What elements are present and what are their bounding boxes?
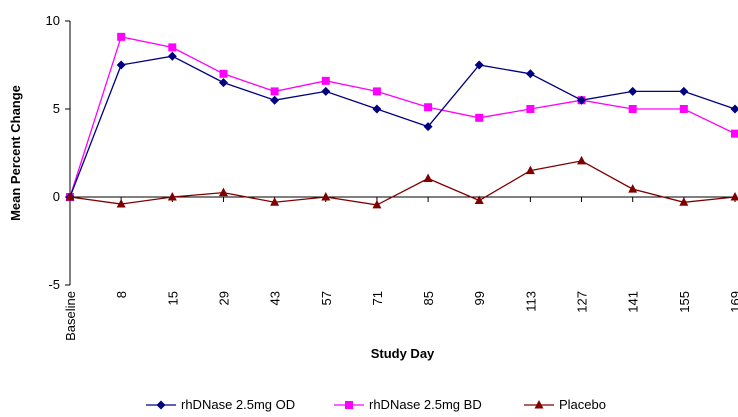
data-point xyxy=(525,69,535,79)
data-point xyxy=(424,103,433,112)
data-point xyxy=(475,113,484,122)
data-point xyxy=(116,60,126,70)
data-point xyxy=(577,95,587,105)
data-point xyxy=(525,165,535,175)
y-tick-label: -5 xyxy=(48,277,60,292)
x-tick-label: 85 xyxy=(421,291,436,305)
data-point xyxy=(65,192,75,201)
legend-label: Placebo xyxy=(559,397,606,412)
data-point xyxy=(679,105,688,113)
legend-label: rhDNase 2.5mg OD xyxy=(181,397,295,412)
data-point xyxy=(116,199,126,208)
data-point xyxy=(218,78,228,88)
x-tick-label: 113 xyxy=(523,291,538,312)
data-point xyxy=(321,76,330,85)
legend-item: Placebo xyxy=(524,397,606,412)
data-point xyxy=(526,105,535,113)
x-tick-label: 29 xyxy=(216,291,231,305)
y-axis-title: Mean Percent Change xyxy=(8,85,23,221)
legend-item: rhDNase 2.5mg OD xyxy=(146,397,295,412)
data-point xyxy=(628,105,637,113)
data-point xyxy=(117,32,126,41)
data-point xyxy=(219,69,228,78)
x-tick-label: 99 xyxy=(472,291,487,305)
legend-marker xyxy=(156,400,166,410)
data-point xyxy=(321,192,331,201)
legend-label: rhDNase 2.5mg BD xyxy=(369,397,482,412)
data-point xyxy=(270,87,279,96)
x-tick-label: 127 xyxy=(575,291,590,313)
data-point xyxy=(372,199,382,209)
data-point xyxy=(167,51,177,61)
data-point xyxy=(321,86,331,96)
series-diamond xyxy=(65,51,738,202)
plot-area: -5 0 5 10 Baseline 8 15 29 43 57 71 85 99 113 127 141 1… xyxy=(46,13,738,341)
x-axis-ticks: Baseline 8 15 29 43 57 71 85 99 113 127 141 155 169 xyxy=(63,197,738,341)
data-point xyxy=(423,122,433,132)
x-tick-label: 43 xyxy=(268,291,283,305)
x-tick-label: 8 xyxy=(114,291,129,298)
y-axis-ticks: -5 0 5 10 xyxy=(46,13,70,292)
data-point xyxy=(270,197,280,206)
data-point xyxy=(628,86,638,96)
data-point xyxy=(372,104,382,114)
series-line xyxy=(69,55,736,198)
y-tick-label: 0 xyxy=(53,189,60,204)
data-point xyxy=(270,95,280,105)
data-point xyxy=(679,86,689,96)
legend-item: rhDNase 2.5mg BD xyxy=(334,397,482,412)
data-point xyxy=(474,60,484,70)
data-point xyxy=(168,43,177,52)
x-tick-label: 169 xyxy=(728,291,738,313)
x-tick-label: Baseline xyxy=(63,291,78,341)
legend-marker xyxy=(534,400,544,409)
data-point xyxy=(679,197,689,206)
legend-marker xyxy=(345,401,353,409)
data-point xyxy=(474,195,484,205)
series-line xyxy=(69,36,736,198)
x-tick-label: 141 xyxy=(626,291,641,313)
x-tick-label: 15 xyxy=(165,291,180,305)
data-point xyxy=(730,104,738,114)
series-square xyxy=(66,32,738,201)
series-line xyxy=(69,160,736,206)
data-point xyxy=(577,155,587,165)
y-tick-label: 5 xyxy=(53,101,60,116)
data-point xyxy=(731,129,738,138)
series-triangle xyxy=(65,155,738,209)
y-tick-label: 10 xyxy=(46,13,60,28)
x-tick-label: 57 xyxy=(319,291,334,305)
data-point xyxy=(730,192,738,201)
series-layer xyxy=(65,32,738,209)
x-tick-label: 155 xyxy=(677,291,692,313)
x-axis-title: Study Day xyxy=(371,346,435,361)
data-point xyxy=(372,87,381,96)
data-point xyxy=(167,192,177,201)
legend: rhDNase 2.5mg OD rhDNase 2.5mg BD Placebo xyxy=(146,397,606,412)
data-point xyxy=(218,187,228,197)
data-point xyxy=(423,173,433,183)
data-point xyxy=(628,184,638,193)
x-tick-label: 71 xyxy=(370,291,385,305)
